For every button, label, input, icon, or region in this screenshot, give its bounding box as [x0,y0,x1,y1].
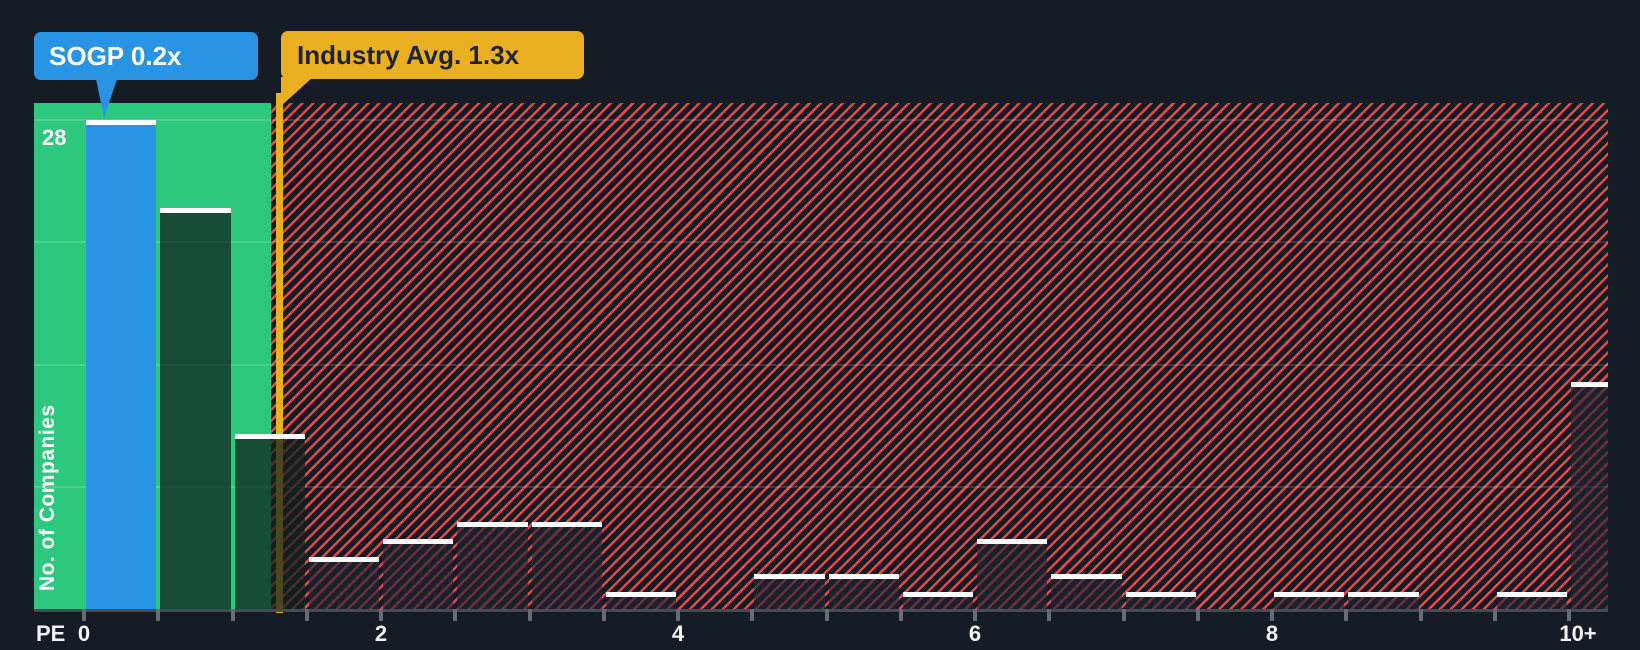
x-axis-tick [82,609,86,621]
x-axis-tick [156,609,161,621]
histogram-bar[interactable] [457,521,528,609]
x-axis-tick [898,609,903,621]
x-axis-label: 8 [1265,621,1279,646]
histogram-bar[interactable] [383,539,454,609]
x-axis-label: 0 [77,621,91,646]
x-axis-tick [824,609,829,621]
x-axis-tick [1270,609,1274,621]
histogram-bar[interactable] [754,574,825,609]
x-axis-tick [379,609,383,621]
histogram-bar[interactable] [1348,591,1419,609]
x-axis-tick [453,609,458,621]
histogram-bar[interactable] [160,207,231,609]
histogram-bar[interactable] [828,574,900,609]
histogram-bar[interactable] [234,434,306,609]
x-axis-tick [1195,609,1200,621]
histogram-bar[interactable] [1125,591,1197,609]
histogram-bar[interactable] [531,521,603,609]
x-axis-tick [1418,609,1423,621]
histogram-bar[interactable] [902,591,974,609]
histogram-bar[interactable] [1274,591,1345,609]
industry-average-line [276,93,283,613]
histogram-bar[interactable] [1571,382,1608,609]
x-axis-tick [230,609,235,621]
x-axis-tick [304,609,309,621]
gridline [34,241,1608,244]
x-axis-tick [973,609,977,621]
histogram-bar[interactable] [86,120,157,609]
plot-area: 28 No. of Companies [34,93,1608,613]
x-axis-tick [527,609,532,621]
x-axis-title: PE [36,621,66,646]
x-axis-tick [1047,609,1052,621]
gridline [34,485,1608,488]
histogram-bar[interactable] [977,539,1048,609]
x-axis-tick [1344,609,1349,621]
x-axis-label: 6 [968,621,982,646]
x-axis-tick [1492,609,1497,621]
y-max-count-label: 28 [42,125,67,150]
histogram-bar[interactable] [1051,574,1122,609]
industry-avg-pointer-icon [281,77,313,106]
y-axis-title: No. of Companies [36,404,59,591]
gridline [34,363,1608,366]
x-axis-label: 10+ [1559,621,1597,646]
industry-avg-marker-tooltip: Industry Avg. 1.3x [281,31,584,79]
sogp-marker-tooltip: SOGP 0.2x [34,32,258,80]
histogram-bar[interactable] [605,591,677,609]
x-axis-tick [601,609,606,621]
x-axis-tick [750,609,755,621]
x-axis-tick [1121,609,1126,621]
x-axis-label: 2 [374,621,388,646]
x-axis-line [34,609,1608,612]
x-axis-tick [676,609,680,621]
histogram-bar[interactable] [1496,591,1568,609]
x-axis-tick [1567,609,1571,621]
x-axis-label: 4 [671,621,685,646]
histogram-bar[interactable] [308,556,380,609]
gridline [34,119,1608,122]
